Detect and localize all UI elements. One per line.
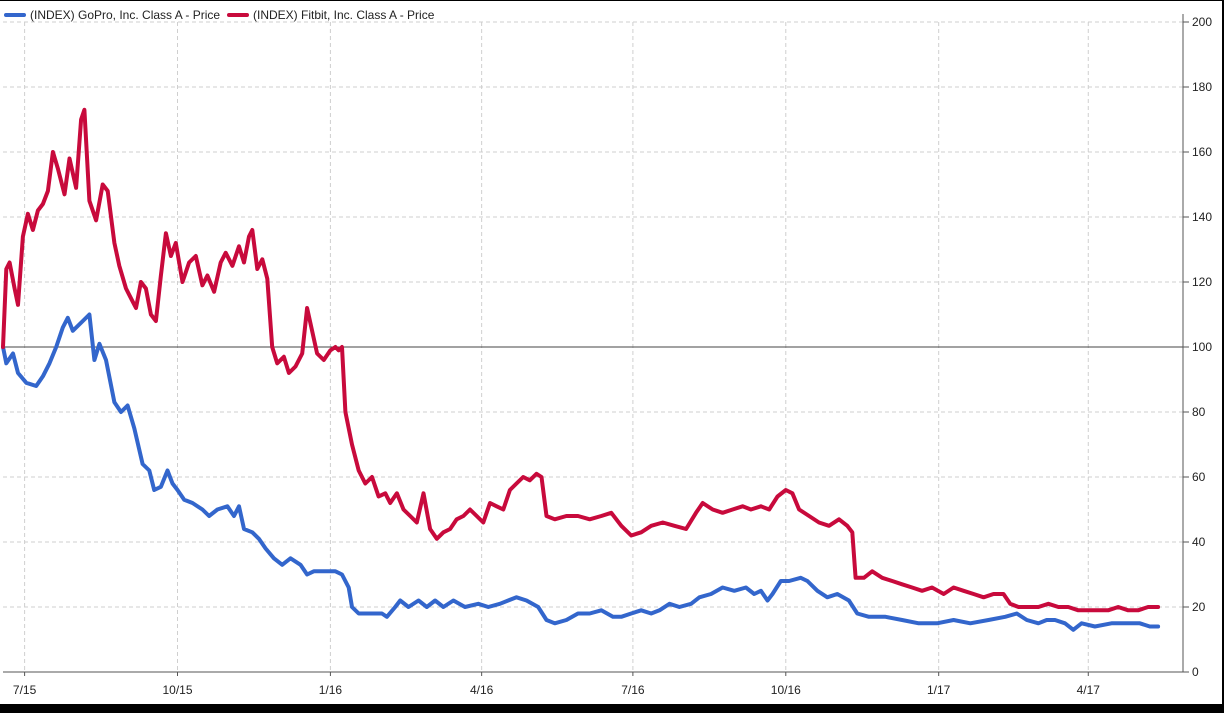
y-tick-label: 20 xyxy=(1192,600,1206,614)
series-layer xyxy=(1,107,1161,632)
y-tick-label: 200 xyxy=(1192,15,1212,29)
y-tick-label: 180 xyxy=(1192,80,1212,94)
y-tick-label: 100 xyxy=(1192,340,1212,354)
x-tick-label: 1/17 xyxy=(927,683,951,697)
x-tick-label: 4/17 xyxy=(1077,683,1101,697)
y-tick-label: 140 xyxy=(1192,210,1212,224)
x-tick-label: 7/15 xyxy=(13,683,37,697)
series-line-fitbit xyxy=(1,107,1161,613)
y-tick-label: 40 xyxy=(1192,535,1206,549)
y-tick-label: 120 xyxy=(1192,275,1212,289)
x-tick-label: 1/16 xyxy=(319,683,343,697)
legend: (INDEX) GoPro, Inc. Class A - Price (IND… xyxy=(4,8,435,22)
legend-label-fitbit: (INDEX) Fitbit, Inc. Class A - Price xyxy=(253,8,435,22)
legend-item-fitbit: (INDEX) Fitbit, Inc. Class A - Price xyxy=(227,8,435,22)
x-tick-label: 10/16 xyxy=(771,683,801,697)
y-tick-label: 0 xyxy=(1192,665,1199,679)
x-tick-label: 4/16 xyxy=(470,683,494,697)
y-tick-label: 160 xyxy=(1192,145,1212,159)
x-tick-label: 7/16 xyxy=(621,683,645,697)
series-line-gopro xyxy=(1,312,1161,632)
x-tick-label: 10/15 xyxy=(162,683,192,697)
y-tick-label: 80 xyxy=(1192,405,1206,419)
legend-item-gopro: (INDEX) GoPro, Inc. Class A - Price xyxy=(4,8,220,22)
y-tick-label: 60 xyxy=(1192,470,1206,484)
legend-label-gopro: (INDEX) GoPro, Inc. Class A - Price xyxy=(30,8,220,22)
axes: 0 20 40 60 80 100 120 140 160 180 200 7/15 10/15 1/16… xyxy=(3,14,1212,697)
